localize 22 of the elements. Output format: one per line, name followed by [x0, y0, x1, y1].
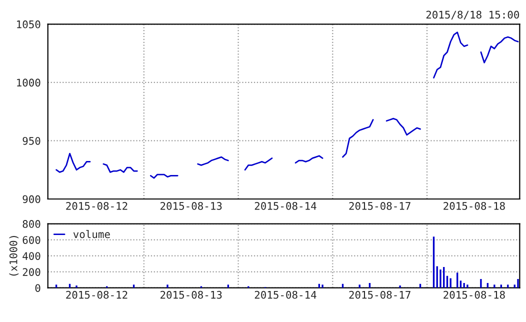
- y-tick-label: 900: [22, 195, 40, 204]
- x-tick-label: 2015-08-14: [254, 290, 316, 299]
- x-tick-label: 2015-08-18: [444, 290, 505, 299]
- y-tick-label: 600: [22, 236, 40, 244]
- x-tick-label: 2015-08-13: [160, 290, 222, 299]
- x-tick-label: 2015-08-12: [66, 290, 128, 299]
- x-tick-label: 2015-08-14: [254, 202, 316, 210]
- legend-label: volume: [73, 230, 110, 238]
- y-tick-label: 200: [22, 268, 40, 276]
- y-tick-label: 950: [22, 136, 40, 145]
- y-tick-label: 800: [22, 220, 40, 228]
- x-tick-label: 2015-08-12: [66, 202, 128, 210]
- y-tick-label: 1000: [17, 78, 40, 87]
- y-axis-title: (x1000): [9, 236, 19, 276]
- x-tick-label: 2015-08-13: [160, 202, 222, 210]
- y-tick-label: 1050: [17, 20, 40, 28]
- x-tick-label: 2015-08-17: [349, 290, 410, 299]
- x-tick-label: 2015-08-17: [349, 202, 410, 210]
- y-tick-label: 400: [22, 252, 40, 260]
- y-tick-label: 0: [35, 284, 40, 292]
- text: 2015/8/18 15:00: [426, 10, 520, 20]
- x-tick-label: 2015-08-18: [444, 202, 505, 210]
